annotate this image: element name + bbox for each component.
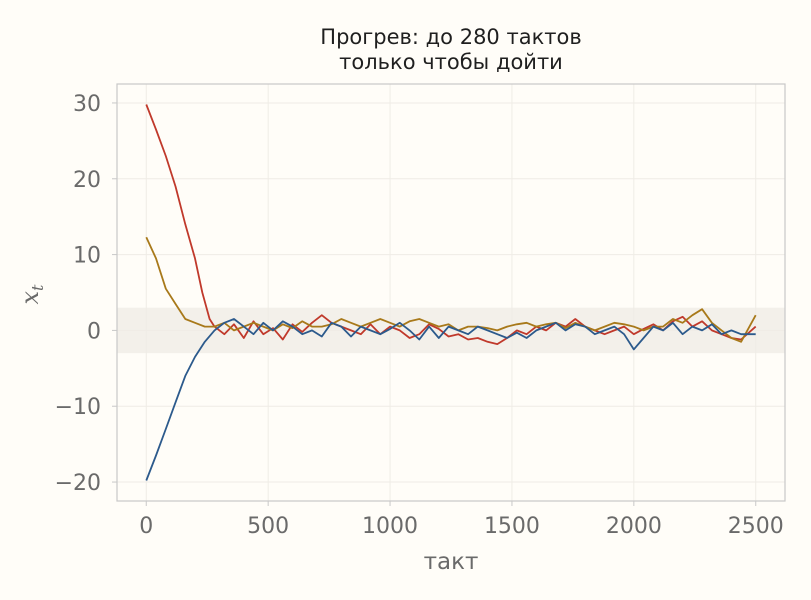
y-tick-label: −10: [55, 395, 101, 420]
chart-title-line: Прогрев: до 280 тактов: [320, 25, 581, 49]
plot-frame: [116, 83, 786, 502]
x-tick-label: 1500: [484, 514, 540, 539]
y-tick-label: −20: [55, 471, 101, 496]
y-axis-label-subscript: t: [28, 284, 47, 291]
y-tick-label: 20: [73, 168, 101, 193]
x-tick-label: 1000: [362, 514, 418, 539]
tick-layer: 0 500 1000 1500 2000 2500 −20 −10 0 10 20 30: [55, 92, 784, 539]
x-axis-label: такт: [424, 549, 479, 575]
y-axis-label: xt: [16, 284, 47, 305]
y-tick-label: 10: [73, 244, 101, 269]
y-tick-label: 0: [87, 319, 101, 344]
x-tick-label: 2000: [606, 514, 662, 539]
y-tick-label: 30: [73, 92, 101, 117]
x-tick-label: 500: [247, 514, 289, 539]
series-line-3: [145, 318, 756, 481]
chart-title-line: только чтобы дойти: [339, 50, 563, 74]
series-line-2: [145, 236, 757, 343]
chart-title: Прогрев: до 280 тактов только чтобы дойти: [320, 25, 581, 74]
series-layer: [145, 104, 757, 481]
y-axis-label-base: x: [16, 290, 44, 304]
x-tick-label: 0: [139, 514, 153, 539]
x-tick-label: 2500: [728, 514, 784, 539]
